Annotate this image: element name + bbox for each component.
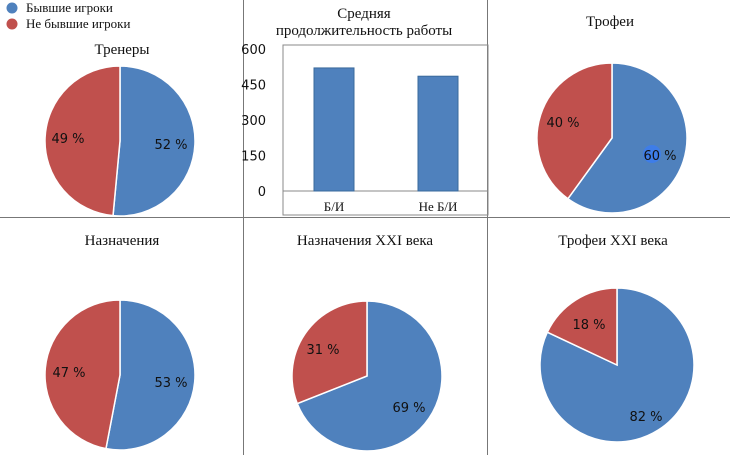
pie-label-appointments-former: 53 % [154,376,187,391]
plot-area-frame [282,44,489,216]
legend-marker-former [6,2,18,14]
pie-slice-trophies-former [566,62,688,214]
chart-title-tenure-line2: продолжительность работы [276,23,452,39]
bars [313,67,459,192]
x-tick-label-non-former: Не Б/И [419,199,458,214]
chart-title-trophies-21: Трофеи XXI века [558,233,668,249]
y-tick-label: 0 [258,185,266,200]
pie-slice-appointments_21-non-former [291,300,368,405]
pie-label-appointments-21-former: 69 % [392,401,425,416]
chart-trophies: Трофеи 60 % 40 % [536,14,688,214]
chart-title-appointments: Назначения [85,233,160,249]
pie-slice-appointments-non-former [44,299,121,450]
bar-former [313,67,355,192]
pie-slice-appointments_21-former [296,300,443,452]
pie-slice-appointments-former [105,299,196,451]
bar-non-former [417,75,459,192]
chart-appointments-21: Назначения XXI века 69 % 31 % [291,233,443,452]
y-axis-ticks: 600 450 300 150 0 [241,43,266,200]
chart-title-appointments-21: Назначения XXI века [297,233,434,249]
chart-appointments: Назначения 53 % 47 % [44,233,196,451]
legend-label-former: Бывшие игроки [26,0,113,15]
pie-slice-trophies-non-former [536,62,613,200]
chart-title-tenure-line1: Средняя [337,6,391,22]
y-tick-label: 600 [241,43,266,58]
chart-trophies-21: Трофеи XXI века 82 % 18 % [539,233,695,443]
chart-coaches: Тренеры 52 % 49 % [44,42,196,217]
y-tick-label: 150 [241,150,266,165]
legend-label-non-former: Не бывшие игроки [26,16,130,31]
pie-label-coaches-non-former: 49 % [51,132,84,147]
pie-slice-coaches-former [112,65,196,217]
chart-title-coaches: Тренеры [94,42,149,58]
pie-label-appointments-non-former: 47 % [52,366,85,381]
legend-marker-non-former [6,18,18,30]
pie-label-trophies-21-former: 82 % [629,410,662,425]
y-tick-label: 450 [241,79,266,94]
y-tick-label: 300 [241,114,266,129]
pie-slice-coaches-non-former [44,65,121,217]
highlight-dot [643,145,661,163]
chart-avg-tenure: Средняя продолжительность работы 600 450… [241,6,489,216]
pie-label-trophies-non-former: 40 % [546,116,579,131]
legend: Бывшие игроки Не бывшие игроки [6,0,130,31]
pie-label-coaches-former: 52 % [154,138,187,153]
pie-label-trophies-former: 60 % [643,149,676,164]
chart-title-trophies: Трофеи [586,14,634,30]
pie-slice-trophies_21-non-former [546,287,618,367]
pie-label-trophies-21-non-former: 18 % [572,318,605,333]
x-tick-label-former: Б/И [324,199,344,214]
pie-label-appointments-21-non-former: 31 % [306,343,339,358]
